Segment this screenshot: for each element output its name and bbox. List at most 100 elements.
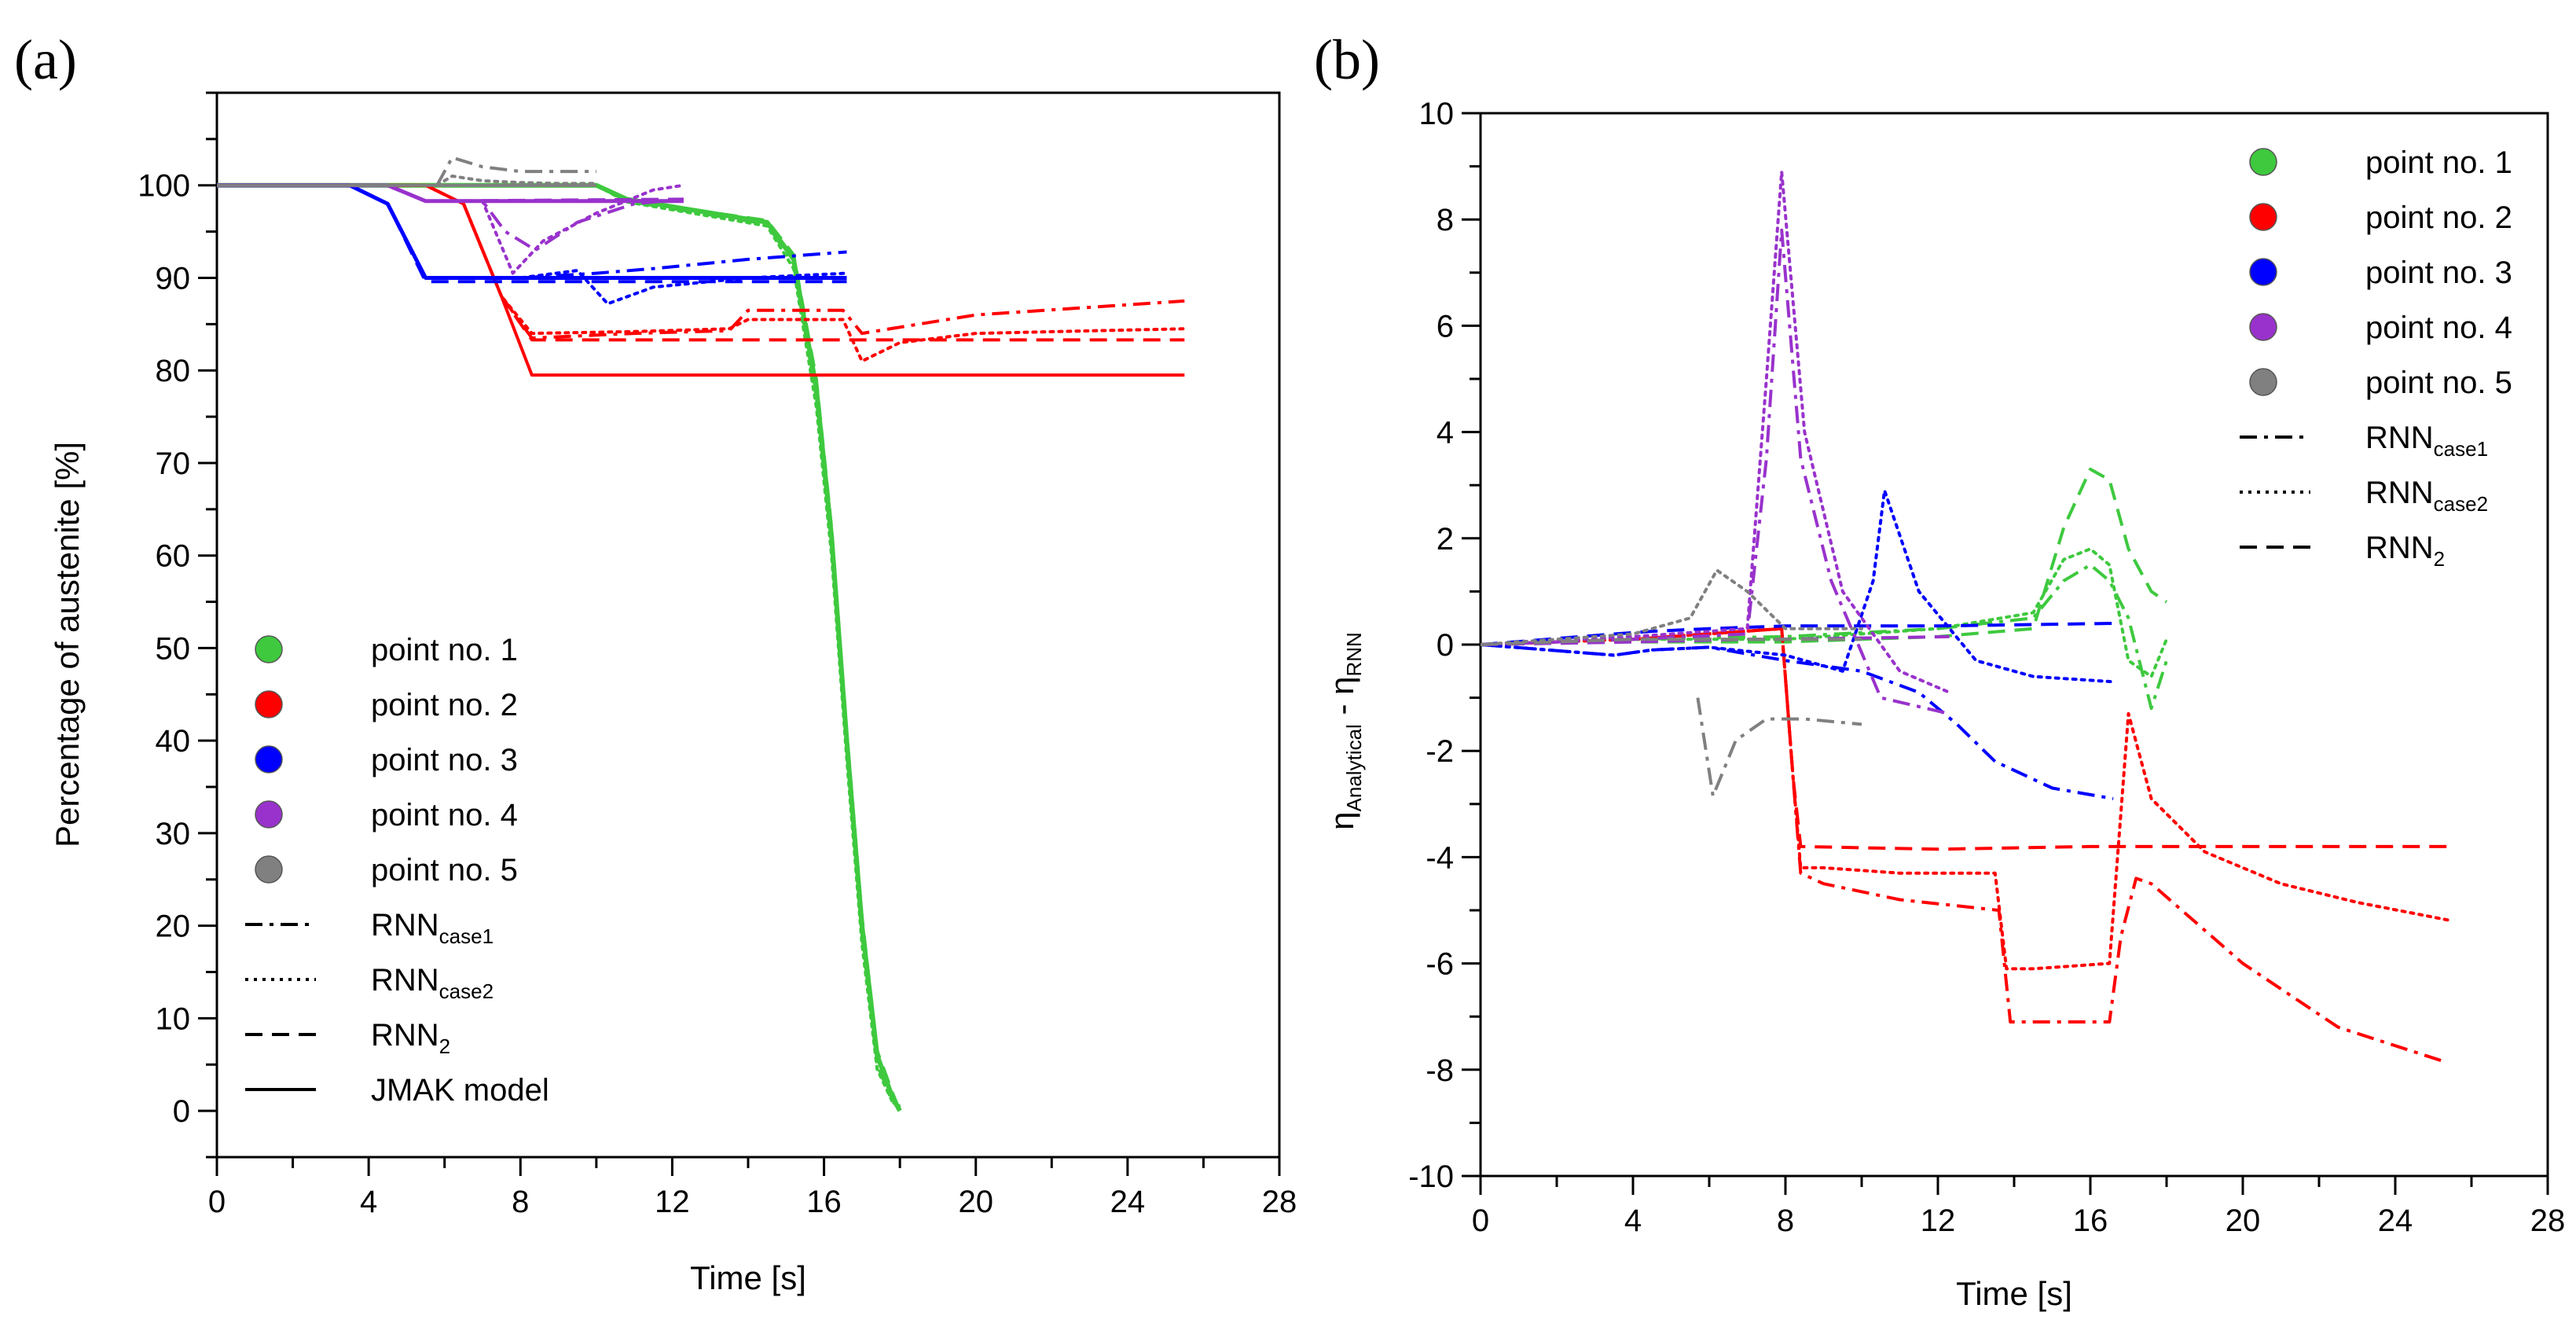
panel-b-series-point-no-5-rnn-case2 xyxy=(1481,568,1863,646)
panel-a-label: (a) xyxy=(14,28,77,91)
panel-b-legend-marker xyxy=(2249,203,2277,231)
panel-b-x-tick-label: 8 xyxy=(1777,1204,1794,1238)
panel-b-x-tick-label: 24 xyxy=(2378,1204,2413,1238)
panel-a-series-point-no-1-jmak xyxy=(217,182,902,1112)
y-title-sub-analytical: Analytical xyxy=(1342,724,1366,811)
panel-b-label: (b) xyxy=(1314,28,1380,91)
panel-b-series-point-no-1-rnn-case1 xyxy=(1481,563,2168,711)
panel-b-x-tick-label: 16 xyxy=(2073,1204,2108,1238)
panel-a-legend: point no. 1 point no. 2 point no. 3 point n… xyxy=(245,633,549,1108)
panel-b-series-point-no-3-rnn-case2 xyxy=(1481,489,2115,684)
panel-b-x-tick-label: 4 xyxy=(1624,1204,1642,1238)
panel-b-y-tick-label: 10 xyxy=(1419,97,1455,131)
panel-a-x-tick-label: 8 xyxy=(512,1185,529,1219)
panel-a-legend-line-base: RNN xyxy=(371,963,439,998)
panel-a-series-point-no-1-rnn-2 xyxy=(217,183,901,1112)
panel-a-legend-line-base: RNN xyxy=(371,908,439,943)
panel-b-y-tick-label: 6 xyxy=(1437,309,1454,344)
panel-b-y-tick-label: -10 xyxy=(1408,1159,1454,1194)
y-title-sub-rnn: RNN xyxy=(1342,632,1366,676)
panel-a-legend-marker xyxy=(255,635,283,663)
panel-a-legend-line-sub: 2 xyxy=(439,1034,450,1058)
panel-a-series-point-no-1-rnn-case1 xyxy=(217,183,901,1110)
panel-b-y-axis-title: ηAnalytical - ηRNN xyxy=(1323,632,1366,830)
panel-b-series-point-no-3-rnn-case1 xyxy=(1481,643,2114,800)
panel-a-y-tick-label: 60 xyxy=(156,539,191,574)
panel-b-series-point-no-5-rnn-case1 xyxy=(1696,697,1862,798)
panel-a-legend-marker xyxy=(255,800,283,829)
panel-a-series-point-no-3-rnn-case2 xyxy=(217,183,849,306)
panel-b-series-group xyxy=(1481,170,2454,1064)
panel-a-y-axis-title: Percentage of austenite [%] xyxy=(49,442,86,847)
panel-a-y-tick-label: 100 xyxy=(138,169,190,204)
panel-b-series-point-no-4-rnn-case1 xyxy=(1481,228,1950,715)
panel-b-y-tick-label: 8 xyxy=(1437,203,1454,237)
panel-a-legend-label: point no. 2 xyxy=(371,688,518,722)
panel-a-x-tick-label: 12 xyxy=(655,1185,690,1219)
panel-a-legend-line-sub: case2 xyxy=(439,979,494,1003)
panel-b-series-point-no-2-rnn-2 xyxy=(1481,627,2453,851)
panel-a-legend-marker xyxy=(255,745,283,774)
panel-a: (a) 0 4 8 12 16 20 24 280102030405060708090100 … xyxy=(14,28,1297,1296)
panel-b-y-tick-label: -2 xyxy=(1426,734,1454,769)
panel-a-legend-label: point no. 3 xyxy=(371,743,518,777)
panel-b-legend-line-base: RNN xyxy=(2365,421,2434,455)
panel-a-x-tick-label: 4 xyxy=(360,1185,377,1219)
panel-a-legend-line-label: JMAK model xyxy=(371,1073,549,1108)
panel-b-y-tick-label: 0 xyxy=(1437,628,1454,663)
panel-a-x-tick-label: 0 xyxy=(208,1185,226,1219)
panel-b-y-tick-label: -8 xyxy=(1426,1053,1454,1088)
panel-b-x-axis-title: Time [s] xyxy=(1956,1275,2072,1312)
panel-a-y-tick-label: 10 xyxy=(156,1001,191,1036)
panel-b-series-point-no-2-rnn-case2 xyxy=(1481,627,2454,971)
panel-b-legend-line-base: RNN xyxy=(2365,531,2434,565)
panel-b-y-tick-label: -4 xyxy=(1426,840,1454,875)
panel-b-series-point-no-4-rnn-case2 xyxy=(1481,170,1951,694)
panel-a-legend-line-base: JMAK model xyxy=(371,1073,549,1108)
panel-b-legend-marker xyxy=(2249,368,2277,396)
panel-b-x-tick-label: 28 xyxy=(2530,1204,2566,1238)
panel-b-series-point-no-1-rnn-2 xyxy=(1481,467,2168,646)
panel-a-x-tick-label: 20 xyxy=(958,1185,993,1219)
panel-b-legend-label: point no. 2 xyxy=(2365,200,2512,235)
panel-a-y-tick-label: 20 xyxy=(156,910,191,944)
panel-a-y-tick-label: 70 xyxy=(156,447,191,481)
panel-a-series-point-no-5-rnn-case1 xyxy=(435,156,596,186)
panel-b-x-tick-label: 0 xyxy=(1472,1204,1489,1238)
panel-b-legend-line-sub: 2 xyxy=(2434,547,2445,571)
panel-a-series-point-no-1-rnn-case2 xyxy=(217,183,902,1108)
panel-b-legend-marker xyxy=(2249,258,2277,286)
panel-a-y-tick-label: 50 xyxy=(156,631,191,666)
panel-a-series-point-no-4-rnn-case2 xyxy=(217,183,685,275)
panel-a-legend-line-label: RNNcase2 xyxy=(371,963,494,1003)
panel-a-y-tick-label: 90 xyxy=(156,261,191,296)
panel-a-y-tick-label: 0 xyxy=(173,1094,190,1129)
panel-a-series-point-no-5-rnn-case2 xyxy=(435,175,598,187)
panel-b-legend-marker xyxy=(2249,148,2277,176)
panel-b-series-point-no-1-rnn-case2 xyxy=(1481,547,2168,678)
panel-b-legend-line-label: RNNcase1 xyxy=(2365,421,2488,461)
panel-a-x-tick-label: 16 xyxy=(806,1185,842,1219)
panel-b-legend-line-base: RNN xyxy=(2365,476,2434,510)
panel-a-y-tick-label: 80 xyxy=(156,354,191,388)
y-title-minus-eta: - η xyxy=(1323,677,1360,725)
panel-b-legend-label: point no. 1 xyxy=(2365,145,2512,180)
panel-a-legend-line-base: RNN xyxy=(371,1018,439,1053)
panel-a-legend-label: point no. 1 xyxy=(371,633,518,667)
panel-b-legend-line-label: RNN2 xyxy=(2365,531,2445,571)
panel-a-legend-line-label: RNN2 xyxy=(371,1018,450,1058)
panel-b-series-point-no-3-rnn-2 xyxy=(1481,622,2114,646)
panel-a-x-tick-label: 28 xyxy=(1262,1185,1297,1219)
y-title-eta-1: η xyxy=(1323,811,1360,829)
panel-b-x-tick-label: 12 xyxy=(1921,1204,1956,1238)
panel-a-legend-label: point no. 4 xyxy=(371,798,518,832)
panel-b-legend-line-label: RNNcase2 xyxy=(2365,476,2488,516)
panel-a-series-group xyxy=(217,156,1187,1112)
panel-a-series-point-no-2-rnn-case1 xyxy=(217,183,1185,340)
panel-a-y-tick-label: 40 xyxy=(156,724,191,759)
panel-a-legend-marker xyxy=(255,690,283,718)
panel-a-x-tick-label: 24 xyxy=(1110,1185,1146,1219)
panel-a-legend-line-sub: case1 xyxy=(439,924,494,948)
